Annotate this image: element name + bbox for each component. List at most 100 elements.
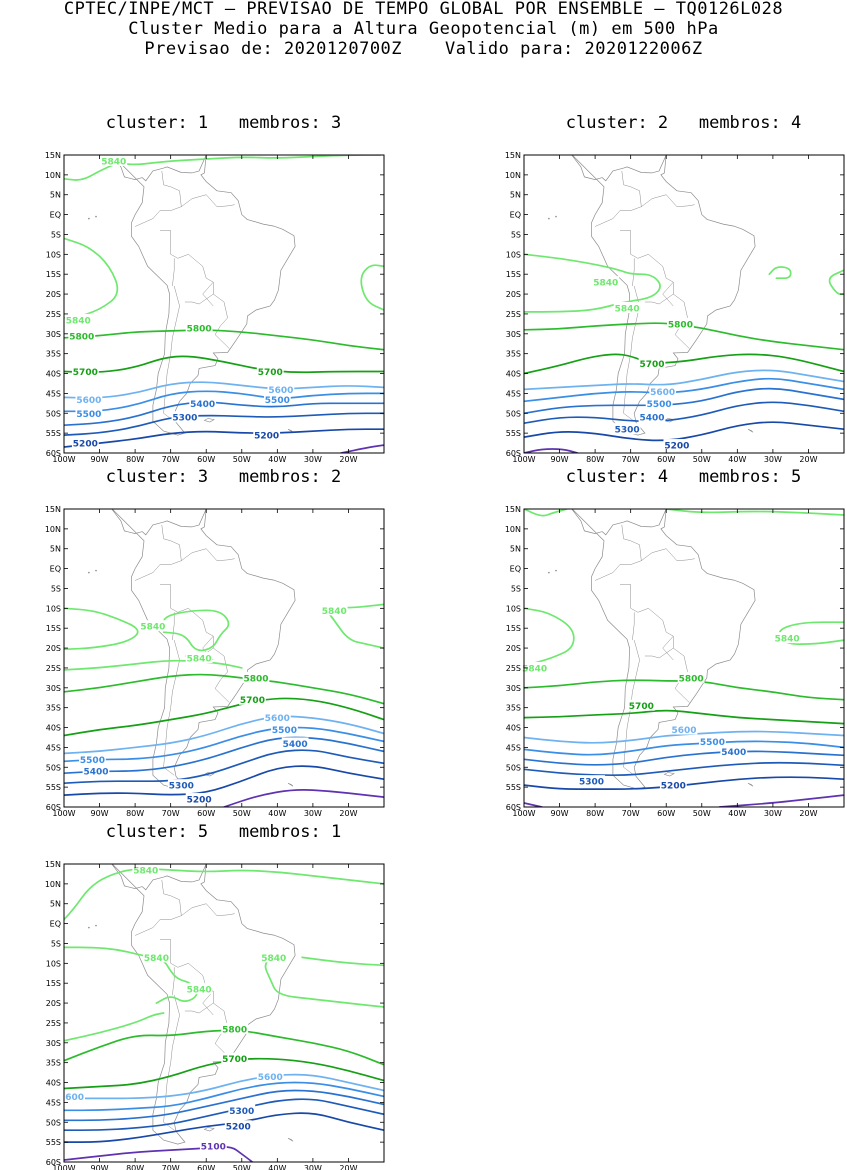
contour-5300 <box>524 401 844 425</box>
map-panel-cluster-1: cluster: 1 membros: 3 5840 5840 5800 5800 57… <box>34 113 414 464</box>
lat-tick-label: EQ <box>50 920 61 929</box>
country-border <box>172 967 175 996</box>
lon-tick-label: 50W <box>233 809 251 818</box>
contour-5800 <box>64 673 384 705</box>
contour-label-bg <box>199 1140 227 1152</box>
country-border <box>662 281 674 307</box>
contour-5840 <box>64 946 198 1004</box>
contour-label-bg <box>143 951 170 963</box>
contour-label-bg <box>79 753 106 765</box>
contour-5200 <box>64 765 384 796</box>
geopotential-map: 5840584058405840580057005600600530052005… <box>45 860 385 1170</box>
contour-label-bg <box>64 313 92 325</box>
lat-tick-label: 40S <box>46 1079 61 1088</box>
contour-5840 <box>301 956 384 967</box>
lat-tick-label: 5N <box>510 191 521 200</box>
contour-label: 5400 <box>190 400 215 410</box>
lat-tick-label: 50S <box>46 763 61 772</box>
lat-tick-label: 40S <box>506 370 521 379</box>
lat-tick-label: 35S <box>46 350 61 359</box>
contour-label: 5800 <box>69 332 94 342</box>
country-border <box>161 524 182 561</box>
contour-label: 600 <box>65 1093 84 1103</box>
contour-5300 <box>64 749 384 785</box>
contour-5840 <box>64 607 139 651</box>
lon-tick-label: 30W <box>304 809 322 818</box>
lat-tick-label: EQ <box>50 211 61 220</box>
lat-tick-label: 50S <box>506 409 521 418</box>
country-border <box>134 903 207 936</box>
contour-label: 5840 <box>322 607 347 617</box>
map-frame <box>523 154 845 454</box>
country-border <box>621 524 642 561</box>
contour-label-bg <box>260 951 288 963</box>
lat-tick-label: 5N <box>50 191 61 200</box>
map-panel-cluster-2: cluster: 2 membros: 4 5840 5840 5800 5700 56… <box>494 113 847 464</box>
lat-tick-label: 5S <box>511 584 521 593</box>
country-border <box>161 170 182 207</box>
lat-tick-label: 30S <box>46 684 61 693</box>
country-border <box>172 612 175 641</box>
contour-label: 5400 <box>721 748 746 758</box>
lat-tick-label: 25S <box>506 664 521 673</box>
lon-tick-label: 50W <box>693 809 711 818</box>
country-border <box>184 1002 214 1014</box>
country-border <box>644 293 674 305</box>
contour-label: 5500 <box>80 756 105 766</box>
contour-5200 <box>524 421 844 442</box>
lat-tick-label: 55S <box>506 783 521 792</box>
contour-5600 <box>64 715 384 755</box>
lat-tick-label: 55S <box>46 783 61 792</box>
contour-label-bg <box>68 329 96 341</box>
contour-5700 <box>524 709 844 725</box>
contour-label-bg <box>132 863 160 875</box>
contour-label-bg <box>663 439 691 451</box>
contour-label-bg <box>521 661 549 673</box>
lat-tick-label: 15N <box>45 151 61 160</box>
lat-tick-label: 45S <box>46 389 61 398</box>
contour-label: 5400 <box>283 740 308 750</box>
contour-5100 <box>718 794 844 807</box>
lat-tick-label: 5S <box>51 584 61 593</box>
contour-5500 <box>64 1081 384 1112</box>
country-border <box>134 548 207 581</box>
country-border <box>620 230 690 349</box>
lon-tick-label: 50W <box>693 455 711 464</box>
lat-tick-label: 10N <box>45 880 61 889</box>
lon-tick-label: 50W <box>233 455 251 464</box>
contour-label-bg <box>185 983 213 995</box>
lat-tick-label: 10N <box>505 525 521 534</box>
lat-tick-label: 10S <box>46 250 61 259</box>
lat-tick-label: 10S <box>506 604 521 613</box>
contour-5600 <box>524 730 844 744</box>
map-frame <box>63 154 385 454</box>
contour-5800 <box>64 329 384 351</box>
lat-tick-label: 15S <box>506 270 521 279</box>
contour-5100 <box>223 789 384 807</box>
galapagos-islands <box>555 215 557 218</box>
contour-label: 5200 <box>226 1123 251 1133</box>
contour-label-bg <box>263 393 291 405</box>
contour-5840 <box>665 509 844 516</box>
lon-tick-label: 90W <box>551 809 569 818</box>
country-border <box>163 995 180 1131</box>
contour-label-bg <box>699 735 726 747</box>
island <box>616 491 636 497</box>
contour-label: 5700 <box>639 360 664 370</box>
contour-label: 5600 <box>671 726 696 736</box>
country-border <box>594 548 667 581</box>
contour-label: 5600 <box>650 388 675 398</box>
contour-label-bg <box>100 154 128 166</box>
contour-label: 5300 <box>615 426 640 436</box>
contour-5840 <box>64 867 384 921</box>
contour-5600 <box>64 1073 384 1100</box>
contour-label: 5200 <box>664 442 689 452</box>
lon-tick-label: 60W <box>197 1164 215 1170</box>
contour-label-bg <box>256 365 284 377</box>
lat-tick-label: 15S <box>46 979 61 988</box>
contour-5100 <box>524 448 579 453</box>
contour-label: 5200 <box>73 440 98 450</box>
island <box>156 137 176 143</box>
lat-tick-label: 40S <box>46 370 61 379</box>
